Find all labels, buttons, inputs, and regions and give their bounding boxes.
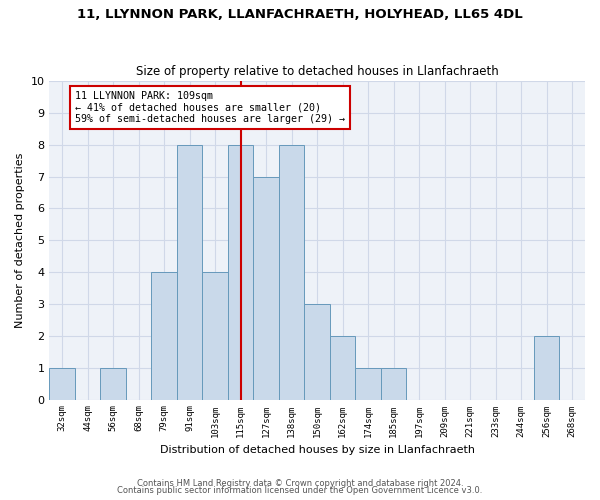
Bar xyxy=(49,368,75,400)
Bar xyxy=(330,336,355,400)
Bar xyxy=(304,304,330,400)
Y-axis label: Number of detached properties: Number of detached properties xyxy=(15,152,25,328)
Title: Size of property relative to detached houses in Llanfachraeth: Size of property relative to detached ho… xyxy=(136,66,499,78)
Bar xyxy=(534,336,559,400)
X-axis label: Distribution of detached houses by size in Llanfachraeth: Distribution of detached houses by size … xyxy=(160,445,475,455)
Text: Contains public sector information licensed under the Open Government Licence v3: Contains public sector information licen… xyxy=(118,486,482,495)
Bar xyxy=(100,368,126,400)
Bar xyxy=(177,145,202,400)
Bar xyxy=(381,368,406,400)
Bar xyxy=(151,272,177,400)
Text: Contains HM Land Registry data © Crown copyright and database right 2024.: Contains HM Land Registry data © Crown c… xyxy=(137,478,463,488)
Bar xyxy=(355,368,381,400)
Bar xyxy=(253,176,279,400)
Text: 11 LLYNNON PARK: 109sqm
← 41% of detached houses are smaller (20)
59% of semi-de: 11 LLYNNON PARK: 109sqm ← 41% of detache… xyxy=(75,90,345,124)
Bar xyxy=(228,145,253,400)
Bar xyxy=(279,145,304,400)
Text: 11, LLYNNON PARK, LLANFACHRAETH, HOLYHEAD, LL65 4DL: 11, LLYNNON PARK, LLANFACHRAETH, HOLYHEA… xyxy=(77,8,523,20)
Bar xyxy=(202,272,228,400)
